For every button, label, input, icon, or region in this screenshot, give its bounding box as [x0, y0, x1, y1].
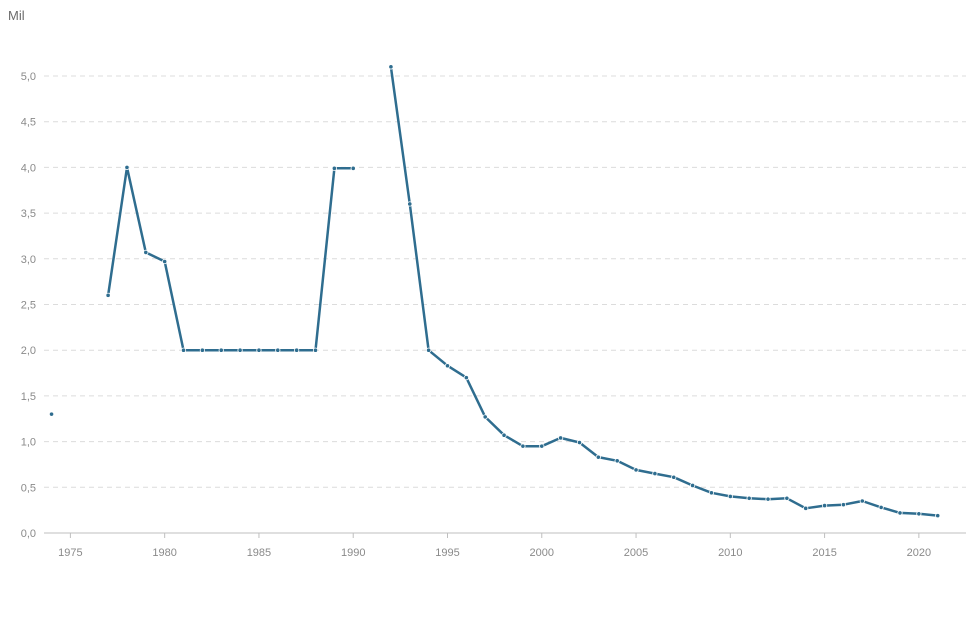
data-point	[444, 363, 451, 369]
data-point	[765, 496, 771, 502]
data-point	[199, 347, 205, 353]
y-tick-label: 4,5	[21, 117, 36, 129]
y-tick-label: 2,0	[21, 345, 36, 357]
data-point	[558, 435, 564, 441]
y-tick-label: 1,5	[21, 391, 36, 403]
data-point	[916, 511, 922, 517]
data-point	[256, 347, 262, 353]
y-axis-unit-label: Mil	[8, 8, 25, 23]
x-tick-label: 1975	[58, 547, 82, 559]
x-tick-label: 1990	[341, 547, 365, 559]
y-tick-label: 3,0	[21, 254, 36, 266]
data-point	[237, 347, 243, 353]
data-point	[897, 510, 903, 516]
data-point	[633, 467, 639, 473]
x-tick-label: 2020	[907, 547, 931, 559]
x-tick-label: 2000	[530, 547, 554, 559]
y-tick-label: 5,0	[21, 71, 36, 83]
data-point	[690, 482, 696, 489]
series-line-segment	[389, 65, 939, 517]
data-point	[180, 347, 187, 353]
x-axis-ticks: 1975 1980 1985 1990 1995 2000 2005 2010 2015 2020	[58, 533, 931, 559]
data-point	[482, 414, 488, 420]
x-tick-label: 2015	[812, 547, 836, 559]
data-point	[539, 443, 545, 449]
y-axis-ticks: 0,0 0,5 1,0 1,5 2,0 2,5 3,0 3,5 4,0 4,5 5,0	[21, 71, 36, 540]
data-point	[105, 292, 111, 298]
data-point	[294, 347, 300, 353]
x-tick-label: 1995	[435, 547, 459, 559]
data-point	[935, 513, 941, 519]
data-point	[124, 164, 130, 170]
x-tick-label: 1980	[152, 547, 176, 559]
series-points	[48, 64, 941, 519]
data-point	[576, 439, 583, 446]
data-point	[595, 454, 601, 460]
data-point	[463, 375, 469, 381]
data-point	[275, 347, 281, 353]
y-tick-label: 0,0	[21, 528, 36, 540]
x-tick-label: 2005	[624, 547, 648, 559]
data-point	[350, 165, 356, 171]
series-line-segment	[106, 166, 355, 352]
data-point	[708, 490, 715, 496]
data-point	[331, 165, 337, 171]
data-point	[501, 432, 507, 438]
data-point	[671, 474, 677, 480]
gridlines	[44, 75, 966, 488]
data-point	[407, 201, 413, 207]
data-point	[143, 249, 149, 256]
y-tick-label: 0,5	[21, 482, 36, 494]
series	[106, 65, 939, 517]
data-point	[614, 458, 620, 464]
x-tick-label: 1985	[247, 547, 271, 559]
data-point	[48, 411, 55, 417]
y-tick-label: 4,0	[21, 162, 36, 174]
data-point	[803, 505, 809, 511]
data-point	[388, 64, 394, 70]
data-point	[784, 495, 790, 501]
y-tick-label: 1,0	[21, 437, 36, 449]
data-point	[878, 504, 884, 511]
data-point	[746, 495, 752, 501]
data-point	[520, 443, 526, 449]
data-point	[727, 493, 733, 500]
y-tick-label: 2,5	[21, 300, 36, 312]
data-point	[840, 502, 847, 508]
data-point	[218, 347, 224, 353]
data-point	[821, 502, 828, 509]
data-point	[162, 258, 168, 265]
data-point	[859, 498, 865, 504]
y-tick-label: 3,5	[21, 208, 36, 220]
data-point	[426, 347, 432, 353]
data-point	[652, 470, 658, 477]
data-point	[312, 347, 319, 353]
x-tick-label: 2010	[718, 547, 742, 559]
